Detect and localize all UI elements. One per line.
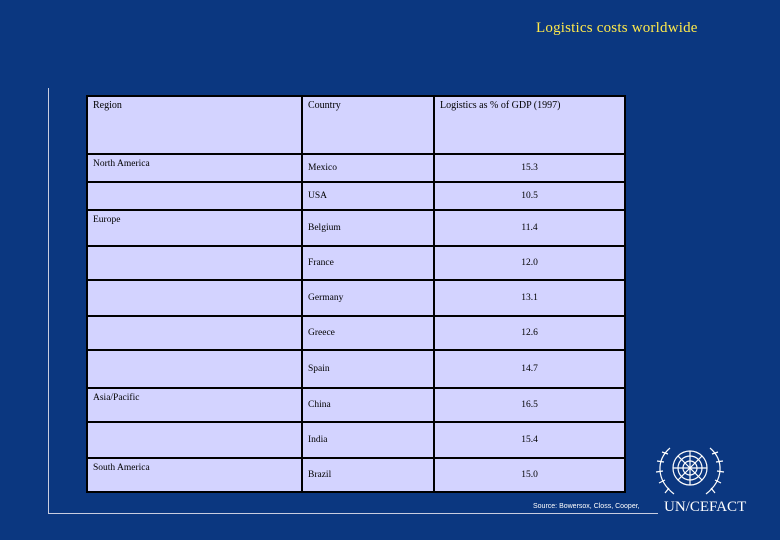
country-cell: Belgium (301, 209, 435, 247)
header-country: Country (301, 95, 435, 155)
header-region: Region (86, 95, 303, 155)
value-cell: 16.5 (433, 387, 626, 423)
value-cell: 12.6 (433, 315, 626, 351)
table-row: South America Brazil 15.0 (86, 457, 626, 493)
region-cell (86, 279, 303, 317)
value-cell: 15.3 (433, 153, 626, 183)
region-cell (86, 349, 303, 389)
region-cell: North America (86, 153, 303, 183)
table-row: Europe Belgium 11.4 (86, 209, 626, 247)
country-cell: USA (301, 181, 435, 211)
table-row: India 15.4 (86, 421, 626, 459)
value-cell: 14.7 (433, 349, 626, 389)
value-cell: 10.5 (433, 181, 626, 211)
country-cell: China (301, 387, 435, 423)
logistics-table: Region Country Logistics as % of GDP (19… (86, 95, 626, 493)
value-cell: 13.1 (433, 279, 626, 317)
horizontal-rule (48, 513, 658, 514)
table-row: Germany 13.1 (86, 279, 626, 317)
vertical-rule (48, 88, 49, 513)
un-emblem-icon (655, 447, 725, 495)
country-cell: Germany (301, 279, 435, 317)
table-row: Spain 14.7 (86, 349, 626, 389)
organization-label: UN/CEFACT (664, 499, 747, 515)
table-header-row: Region Country Logistics as % of GDP (19… (86, 95, 626, 155)
source-note: Source: Bowersox, Closs, Cooper, (533, 503, 640, 510)
region-cell (86, 245, 303, 281)
table-row: Asia/Pacific China 16.5 (86, 387, 626, 423)
country-cell: India (301, 421, 435, 459)
region-cell: Asia/Pacific (86, 387, 303, 423)
header-logistics-gdp: Logistics as % of GDP (1997) (433, 95, 626, 155)
slide-title: Logistics costs worldwide (536, 20, 698, 36)
country-cell: Spain (301, 349, 435, 389)
region-cell (86, 315, 303, 351)
value-cell: 15.4 (433, 421, 626, 459)
value-cell: 12.0 (433, 245, 626, 281)
country-cell: France (301, 245, 435, 281)
table-row: France 12.0 (86, 245, 626, 281)
country-cell: Brazil (301, 457, 435, 493)
country-cell: Mexico (301, 153, 435, 183)
region-cell: Europe (86, 209, 303, 247)
region-cell (86, 421, 303, 459)
table-row: USA 10.5 (86, 181, 626, 211)
table-row: North America Mexico 15.3 (86, 153, 626, 183)
region-cell (86, 181, 303, 211)
region-cell: South America (86, 457, 303, 493)
value-cell: 15.0 (433, 457, 626, 493)
country-cell: Greece (301, 315, 435, 351)
value-cell: 11.4 (433, 209, 626, 247)
table-row: Greece 12.6 (86, 315, 626, 351)
